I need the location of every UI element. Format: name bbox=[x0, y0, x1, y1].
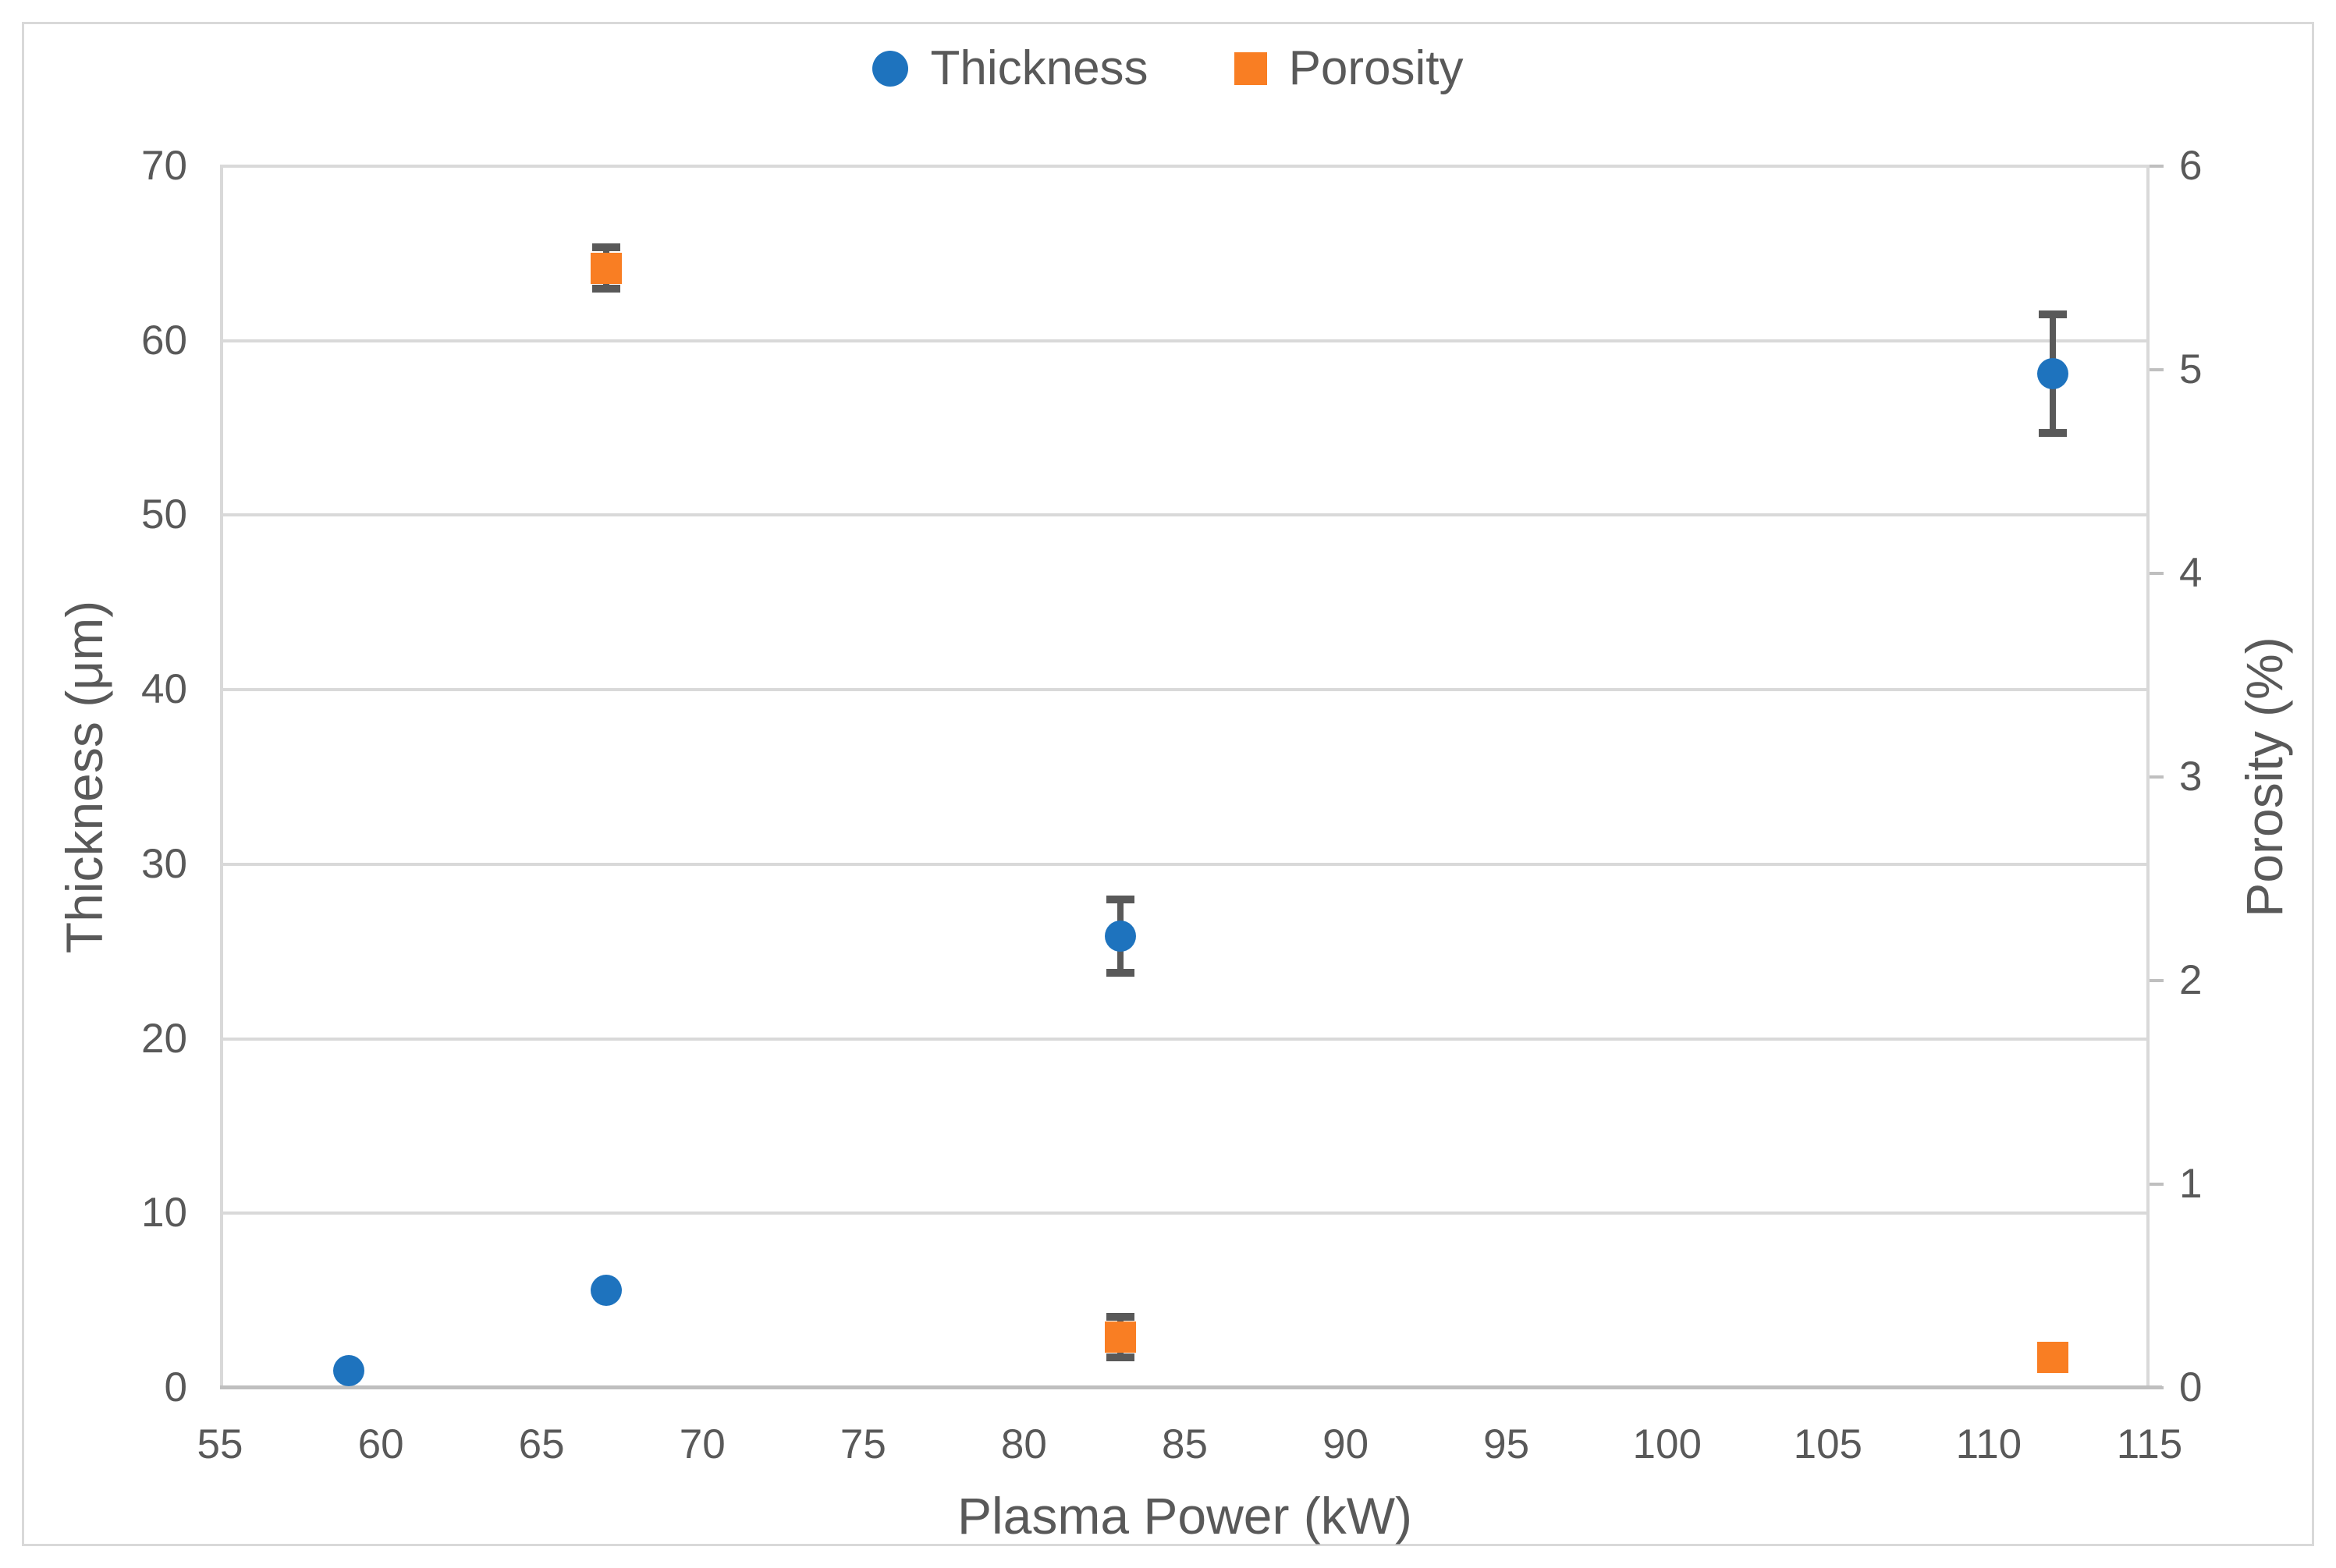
right-axis-tick-5 bbox=[2150, 368, 2164, 371]
plot-right-edge bbox=[2146, 166, 2150, 1388]
thickness-point-112 bbox=[2037, 358, 2069, 390]
porosity-point-112 bbox=[2037, 1341, 2069, 1373]
x-tick-100: 100 bbox=[1632, 1421, 1702, 1467]
y-right-tick-4: 4 bbox=[2179, 550, 2203, 596]
y-axis-title-right: Porosity (%) bbox=[2235, 637, 2293, 917]
y-left-tick-60: 60 bbox=[141, 317, 187, 364]
x-tick-115: 115 bbox=[2116, 1421, 2183, 1467]
y-left-tick-20: 20 bbox=[141, 1015, 187, 1062]
legend-label-thickness: Thickness bbox=[930, 41, 1148, 95]
x-tick-70: 70 bbox=[679, 1421, 726, 1467]
x-tick-75: 75 bbox=[840, 1421, 886, 1467]
thickness-error-cap-top bbox=[1106, 895, 1135, 903]
porosity-error-cap-bottom bbox=[591, 284, 620, 293]
gridline-y-20 bbox=[220, 1037, 2150, 1041]
legend-item-porosity: Porosity bbox=[1234, 41, 1464, 96]
y-right-tick-3: 3 bbox=[2179, 754, 2203, 800]
right-axis-tick-2 bbox=[2150, 979, 2164, 982]
y-axis-title-left: Thickness (μm) bbox=[55, 600, 113, 954]
gridline-y-40 bbox=[220, 688, 2150, 692]
x-tick-85: 85 bbox=[1162, 1421, 1208, 1467]
thickness-error-cap-top bbox=[2039, 310, 2068, 319]
gridline-y-70 bbox=[220, 165, 2150, 168]
thickness-point-83 bbox=[1105, 920, 1137, 952]
y-left-tick-40: 40 bbox=[141, 666, 187, 713]
thickness-error-cap-bottom bbox=[1106, 968, 1135, 977]
thickness-point-59 bbox=[332, 1354, 364, 1386]
porosity-point-83 bbox=[1105, 1321, 1137, 1353]
x-axis-line bbox=[220, 1385, 2162, 1389]
gridline-y-60 bbox=[220, 339, 2150, 342]
thickness-point-67 bbox=[590, 1274, 622, 1306]
x-tick-95: 95 bbox=[1483, 1421, 1530, 1467]
right-axis-tick-1 bbox=[2150, 1183, 2164, 1186]
legend: Thickness Porosity bbox=[0, 41, 2336, 96]
x-tick-90: 90 bbox=[1322, 1421, 1369, 1467]
porosity-legend-marker-icon bbox=[1234, 51, 1267, 85]
plot-area bbox=[220, 165, 2164, 1389]
porosity-point-67 bbox=[590, 252, 622, 284]
x-tick-80: 80 bbox=[1000, 1421, 1047, 1467]
thickness-legend-marker-icon bbox=[872, 50, 909, 87]
y-right-tick-5: 5 bbox=[2179, 346, 2203, 392]
thickness-error-cap-bottom bbox=[2039, 429, 2068, 438]
y-left-tick-10: 10 bbox=[141, 1190, 187, 1236]
plot-left-edge bbox=[220, 166, 223, 1388]
gridline-y-30 bbox=[220, 862, 2150, 866]
right-axis-tick-6 bbox=[2150, 165, 2164, 168]
x-tick-55: 55 bbox=[197, 1421, 243, 1467]
x-tick-105: 105 bbox=[1793, 1421, 1863, 1467]
gridline-y-50 bbox=[220, 513, 2150, 517]
y-left-tick-70: 70 bbox=[141, 143, 187, 189]
x-axis-title: Plasma Power (kW) bbox=[957, 1487, 1413, 1545]
y-right-tick-0: 0 bbox=[2179, 1364, 2203, 1410]
x-tick-110: 110 bbox=[1955, 1421, 2022, 1467]
y-right-tick-6: 6 bbox=[2179, 143, 2203, 189]
gridline-y-10 bbox=[220, 1211, 2150, 1215]
y-left-tick-50: 50 bbox=[141, 491, 187, 538]
y-right-tick-1: 1 bbox=[2179, 1161, 2203, 1207]
x-tick-65: 65 bbox=[518, 1421, 565, 1467]
right-axis-tick-3 bbox=[2150, 775, 2164, 779]
porosity-error-cap-top bbox=[591, 243, 620, 252]
porosity-error-cap-bottom bbox=[1106, 1353, 1135, 1361]
x-tick-60: 60 bbox=[357, 1421, 404, 1467]
y-right-tick-2: 2 bbox=[2179, 957, 2203, 1003]
porosity-error-cap-top bbox=[1106, 1312, 1135, 1321]
legend-item-thickness: Thickness bbox=[872, 41, 1148, 96]
right-axis-tick-0 bbox=[2150, 1386, 2164, 1389]
right-axis-tick-4 bbox=[2150, 572, 2164, 575]
y-left-tick-30: 30 bbox=[141, 840, 187, 887]
legend-label-porosity: Porosity bbox=[1288, 41, 1464, 95]
y-left-tick-0: 0 bbox=[164, 1364, 187, 1410]
